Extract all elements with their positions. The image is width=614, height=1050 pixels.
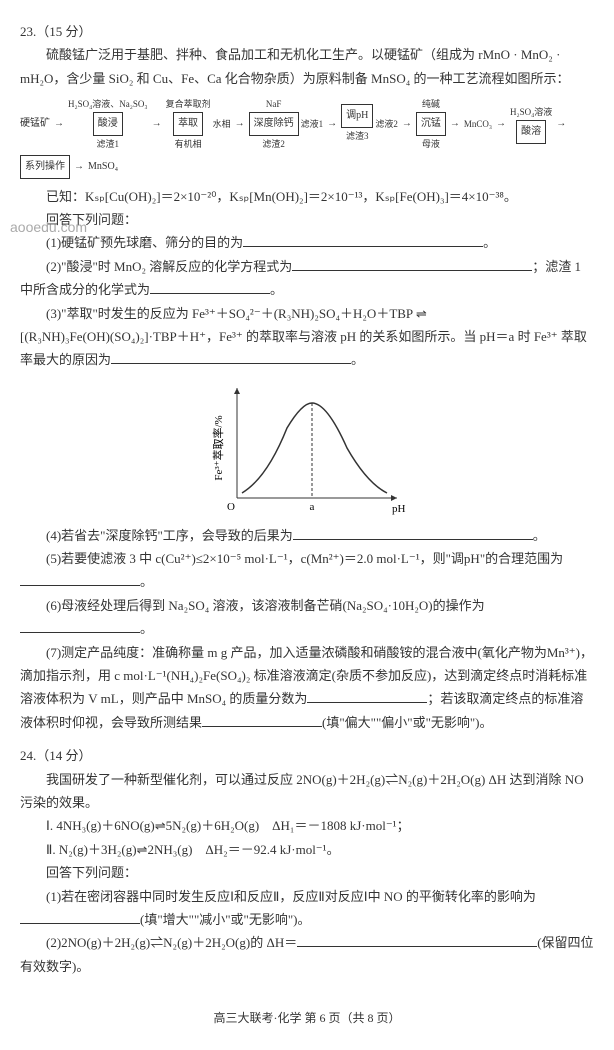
q24-p1b: (填"增大""减小"或"无影响")。 [140,912,311,927]
q23-p7c: (填"偏大""偏小"或"无影响")。 [322,715,493,730]
q23-p3a: (3)"萃取"时发生的反应为 Fe³⁺＋SO₄²⁻＋(R₃NH)₂SO₄＋H₂O… [46,306,427,321]
blank [293,525,533,540]
q23-p6: (6)母液经处理后得到 Na₂SO₄ 溶液，该溶液制备芒硝(Na₂SO₄·10H… [46,598,485,613]
flow-box-4: 沉锰 [416,112,446,136]
chart-mark-a: a [310,501,315,513]
q23-p2a: (2)"酸浸"时 MnO₂ 溶解反应的化学方程式为 [46,259,292,274]
flow-bot-3: 滤渣3 [346,128,369,144]
q23-intro: 硫酸锰广泛用于基肥、拌种、食品加工和无机化工生产。以硬锰矿（组成为 rMnO ·… [20,43,594,90]
flow-end: MnSO₄ [88,158,118,176]
flow-top-1: 复合萃取剂 [166,96,211,112]
flow-mid-1: 水相 [213,116,231,132]
q24-hd: 回答下列问题： [20,861,594,884]
flow-box-3: 调pH [341,104,373,128]
q24-intro: 我国研发了一种新型催化剂，可以通过反应 2NO(g)＋2H₂(g)⇌N₂(g)＋… [20,768,594,815]
flow-bot-1: 有机相 [175,136,202,152]
blank [297,932,537,947]
chart-ylabel: Fe³⁺萃取率/% [211,415,225,480]
flow-box-5: 酸溶 [516,120,546,144]
q24-num: 24.（14 分） [20,744,594,767]
chart-xlabel: pH [392,503,406,515]
q24-r1: Ⅰ. 4NH₃(g)＋6NO(g)⇌5N₂(g)＋6H₂O(g) ΔH₁＝－18… [20,814,594,837]
blank [202,712,322,727]
q23-p4: (4)若省去"深度除钙"工序，会导致的后果为 [46,528,293,543]
blank [243,232,483,247]
flow-top-2: NaF [266,96,282,112]
q23-hd: 回答下列问题： [20,208,594,231]
q23-num: 23.（15 分） [20,20,594,43]
flow-box-2: 深度除钙 [249,112,299,136]
blank [20,618,140,633]
q24-p1a: (1)若在密闭容器中同时发生反应Ⅰ和反应Ⅱ，反应Ⅱ对反应Ⅰ中 NO 的平衡转化率… [46,889,536,904]
blank [111,349,351,364]
flow-box-0: 酸浸 [93,112,123,136]
flow-box-1: 萃取 [173,112,203,136]
flow-bot-0: 滤渣1 [97,136,120,152]
flow-bot-4: 母液 [422,136,440,152]
blank [307,688,427,703]
flow-top-0: H₂SO₄溶液、Na₂SO₃ [68,96,148,112]
flow-top-6: H₂SO₄溶液 [510,104,552,120]
page-footer: 高三大联考·化学 第 6 页（共 8 页） [20,1008,594,1030]
q24: 24.（14 分） 我国研发了一种新型催化剂，可以通过反应 2NO(g)＋2H₂… [20,744,594,978]
q23: 23.（15 分） 硫酸锰广泛用于基肥、拌种、食品加工和无机化工生产。以硬锰矿（… [20,20,594,734]
flow-box-6: 系列操作 [20,155,70,179]
flow-top-4: 纯碱 [422,96,440,112]
q24-p2a: (2)2NO(g)＋2H₂(g)⇌N₂(g)＋2H₂O(g)的 ΔH＝ [46,935,297,950]
flow-bot-2: 滤渣2 [262,136,285,152]
flow-mid-3: 滤液2 [375,116,398,132]
q23-p5a: (5)若要使滤液 3 中 c(Cu²⁺)≤2×10⁻⁵ mol·L⁻¹，c(Mn… [46,551,563,566]
watermark: aooedu.com [10,215,87,240]
chart-origin: O [227,501,235,513]
flow-mid-2: 滤液1 [301,116,324,132]
blank [20,571,140,586]
blank [150,279,270,294]
q24-r2: Ⅱ. N₂(g)＋3H₂(g)⇌2NH₃(g) ΔH₂＝－92.4 kJ·mol… [20,838,594,861]
flow-bot-5: MnCO₃ [464,116,492,132]
q23-known: 已知：Kₛₚ[Cu(OH)₂]＝2×10⁻²⁰，Kₛₚ[Mn(OH)₂]＝2×1… [20,185,594,208]
flow-start: 硬锰矿 [20,115,50,133]
blank [20,909,140,924]
flowchart: 硬锰矿 → H₂SO₄溶液、Na₂SO₃ 酸浸 滤渣1 → 复合萃取剂 萃取 有… [20,96,594,178]
blank [292,256,532,271]
extraction-chart: O a pH Fe³⁺萃取率/% [207,378,407,518]
